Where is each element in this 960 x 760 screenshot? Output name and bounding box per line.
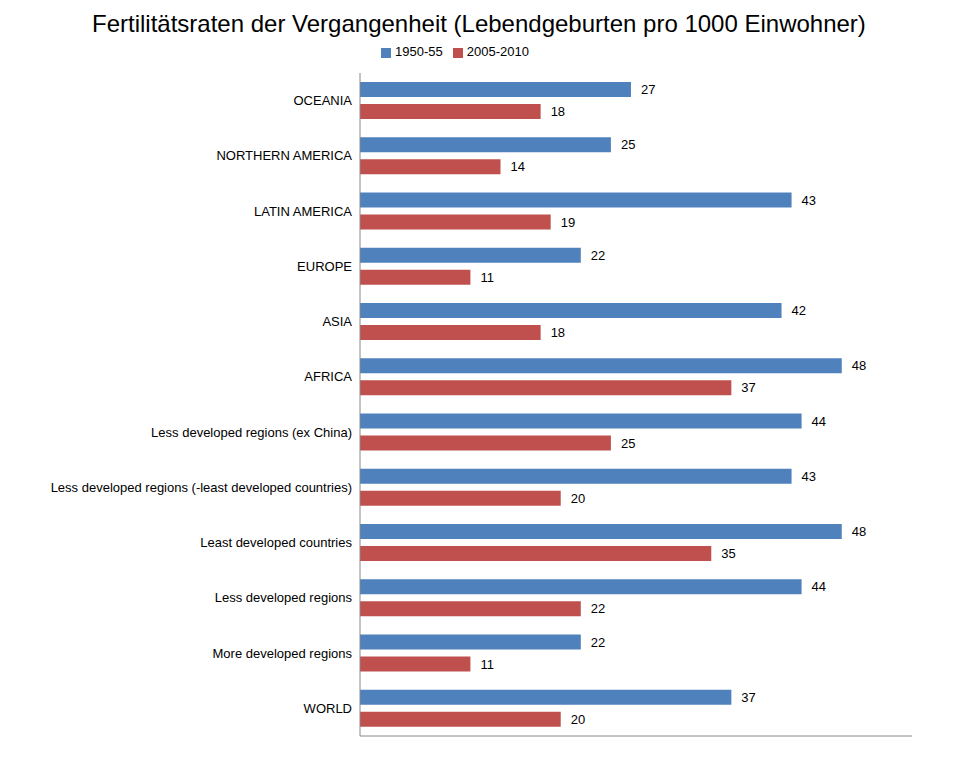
html-text:1950-55: 1950-55 bbox=[395, 44, 443, 59]
svg-text:LATIN AMERICA: LATIN AMERICA bbox=[254, 204, 352, 219]
svg-text:43: 43 bbox=[802, 193, 816, 208]
svg-text:20: 20 bbox=[571, 712, 585, 727]
svg-text:Less developed regions (-least: Less developed regions (-least developed… bbox=[51, 480, 352, 495]
svg-text:48: 48 bbox=[852, 358, 866, 373]
svg-text:35: 35 bbox=[721, 546, 735, 561]
svg-text:48: 48 bbox=[852, 524, 866, 539]
svg-text:11: 11 bbox=[480, 657, 494, 672]
svg-text:25: 25 bbox=[621, 436, 635, 451]
svg-text:Least developed countries: Least developed countries bbox=[200, 535, 352, 550]
svg-text:11: 11 bbox=[480, 270, 494, 285]
svg-text:OCEANIA: OCEANIA bbox=[293, 93, 352, 108]
svg-text:27: 27 bbox=[641, 82, 655, 97]
svg-text:19: 19 bbox=[561, 215, 575, 230]
svg-text:37: 37 bbox=[741, 380, 755, 395]
svg-text:EUROPE: EUROPE bbox=[297, 259, 352, 274]
svg-text:44: 44 bbox=[812, 414, 826, 429]
svg-text:25: 25 bbox=[621, 137, 635, 152]
svg-text:WORLD: WORLD bbox=[304, 701, 352, 716]
svg-text:ASIA: ASIA bbox=[322, 314, 352, 329]
svg-text:18: 18 bbox=[551, 325, 565, 340]
svg-text:NORTHERN AMERICA: NORTHERN AMERICA bbox=[216, 148, 352, 163]
svg-text:44: 44 bbox=[812, 579, 826, 594]
html-text:Fertilitätsraten der Vergangen: Fertilitätsraten der Vergangenheit (Lebe… bbox=[92, 10, 866, 37]
svg-text:More developed regions: More developed regions bbox=[213, 646, 353, 661]
html-text:2005-2010: 2005-2010 bbox=[466, 44, 529, 59]
svg-text:14: 14 bbox=[511, 159, 525, 174]
svg-text:18: 18 bbox=[551, 104, 565, 119]
svg-text:Less developed regions (ex Chi: Less developed regions (ex China) bbox=[151, 425, 352, 440]
svg-text:20: 20 bbox=[571, 491, 585, 506]
svg-text:37: 37 bbox=[741, 690, 755, 705]
svg-text:AFRICA: AFRICA bbox=[304, 369, 352, 384]
svg-text:43: 43 bbox=[802, 469, 816, 484]
svg-text:42: 42 bbox=[792, 303, 806, 318]
svg-text:22: 22 bbox=[591, 248, 605, 263]
svg-text:22: 22 bbox=[591, 635, 605, 650]
svg-text:Less developed regions: Less developed regions bbox=[215, 590, 353, 605]
svg-text:22: 22 bbox=[591, 601, 605, 616]
